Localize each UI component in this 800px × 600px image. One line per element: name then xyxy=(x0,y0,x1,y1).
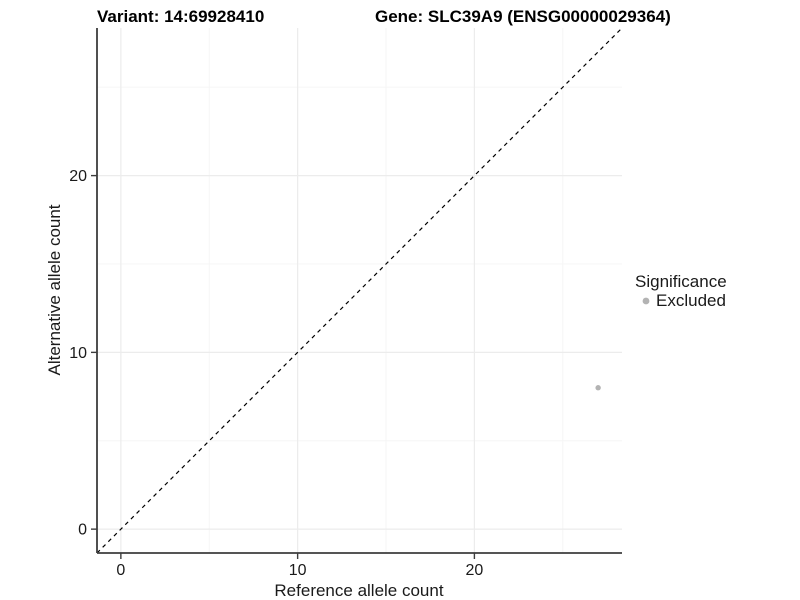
data-point xyxy=(595,385,601,391)
axes xyxy=(91,28,622,559)
legend-key-dot xyxy=(642,297,650,305)
identity-line xyxy=(96,27,623,554)
legend: Significance Excluded xyxy=(635,272,727,310)
x-axis-title: Reference allele count xyxy=(274,581,443,600)
legend-title: Significance xyxy=(635,272,727,291)
y-tick-label: 20 xyxy=(69,168,87,185)
legend-item-label: Excluded xyxy=(656,291,726,310)
gridlines xyxy=(97,28,622,553)
y-tick-label: 10 xyxy=(69,345,87,362)
x-tick-label: 20 xyxy=(466,562,484,579)
x-tick-label: 0 xyxy=(116,562,125,579)
plot-title-gene: Gene: SLC39A9 (ENSG00000029364) xyxy=(375,7,671,26)
x-tick-label: 10 xyxy=(289,562,307,579)
plot-marks xyxy=(96,27,623,554)
y-tick-label: 0 xyxy=(78,522,87,539)
axis-tick-labels: 0 10 20 0 10 20 xyxy=(69,168,483,579)
y-axis-title: Alternative allele count xyxy=(45,204,64,375)
plot-title-variant: Variant: 14:69928410 xyxy=(97,7,264,26)
